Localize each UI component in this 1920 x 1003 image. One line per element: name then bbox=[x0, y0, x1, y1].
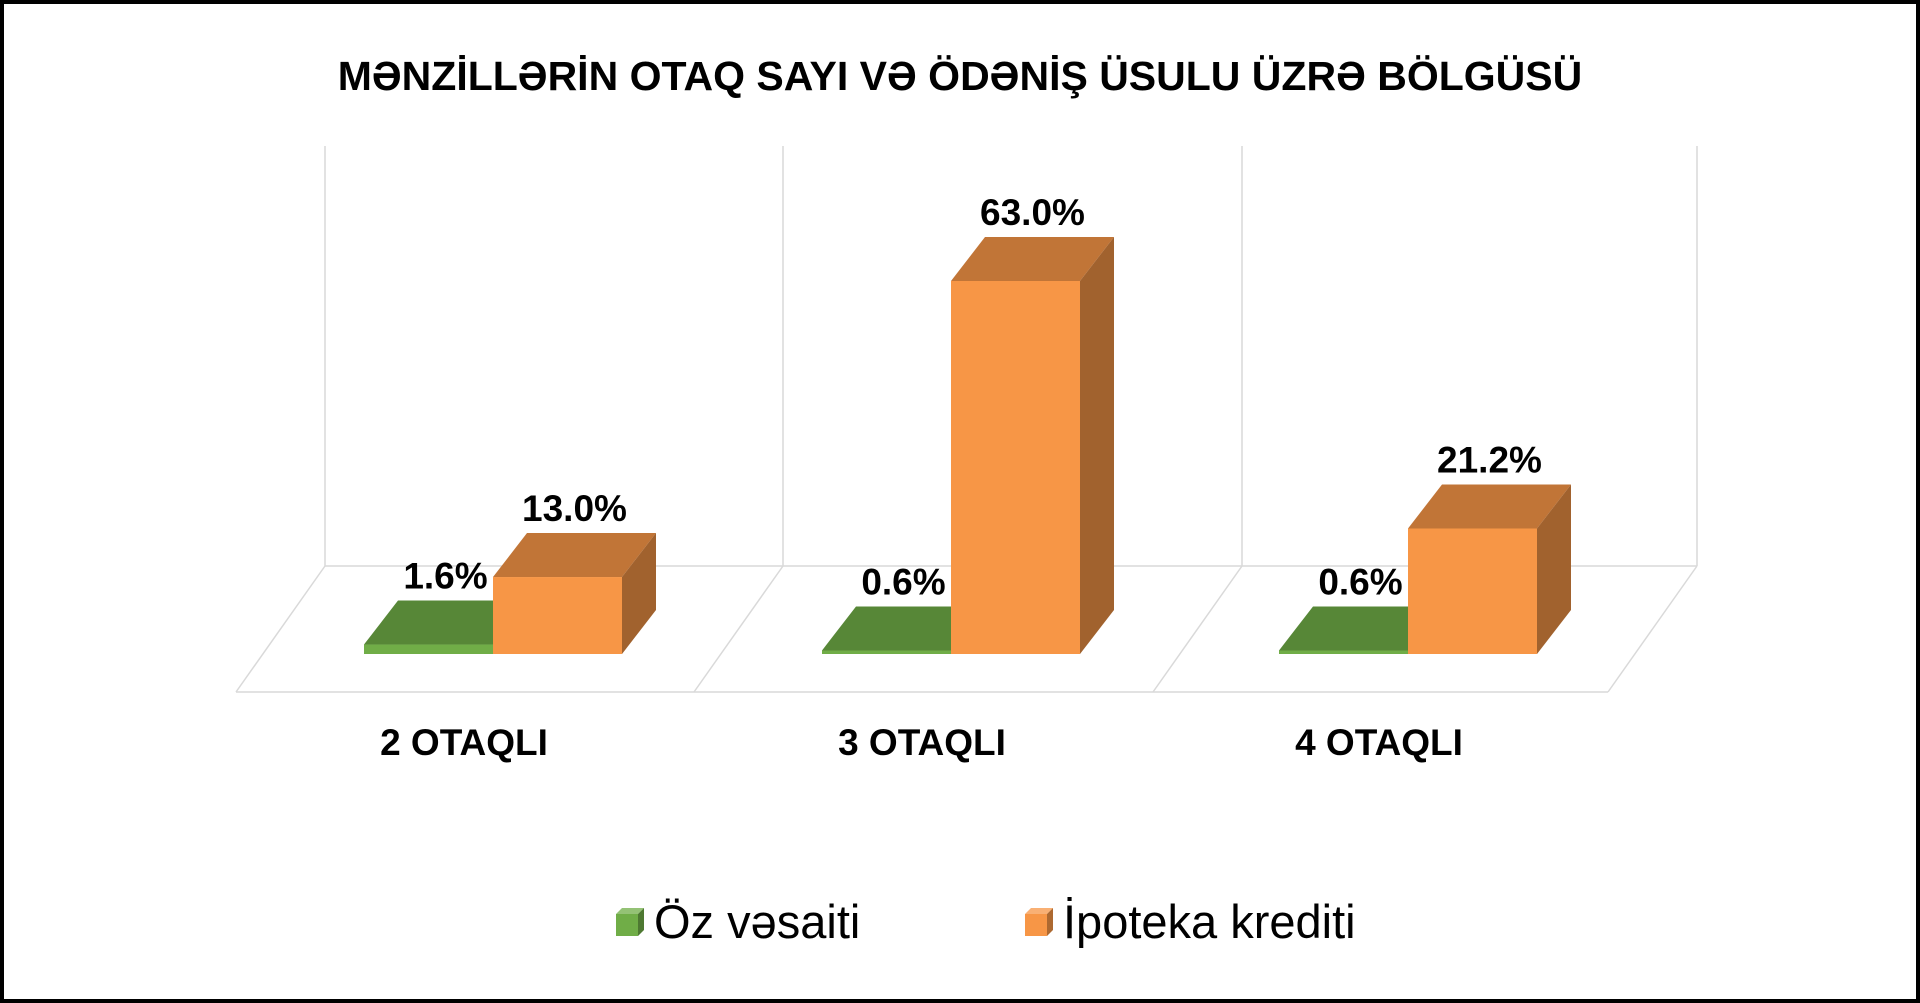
bar-front-face bbox=[1408, 528, 1537, 654]
bar-front-face bbox=[951, 281, 1080, 654]
swatch-side bbox=[1047, 908, 1053, 936]
bar: 63.0% bbox=[951, 192, 1114, 654]
legend-label: Öz vəsaiti bbox=[654, 895, 860, 948]
floor-side-edge bbox=[235, 565, 326, 693]
bar-top-face bbox=[822, 606, 985, 651]
data-label: 0.6% bbox=[1318, 561, 1402, 602]
category-label: 4 OTAQLI bbox=[1295, 722, 1463, 763]
category-label: 3 OTAQLI bbox=[838, 722, 1006, 763]
swatch-front bbox=[1025, 914, 1047, 936]
data-label: 1.6% bbox=[403, 556, 487, 597]
legend-swatch bbox=[1025, 908, 1053, 936]
bar-side-face bbox=[1537, 484, 1571, 654]
bar-side-face bbox=[1080, 237, 1114, 654]
bar-top-face bbox=[1408, 484, 1571, 529]
bar-front-face bbox=[1279, 650, 1408, 654]
floor-side-edge bbox=[693, 565, 784, 693]
bar: 0.6% bbox=[822, 561, 985, 654]
swatch-top bbox=[616, 908, 644, 914]
floor-side-edge bbox=[1607, 565, 1698, 693]
data-label: 0.6% bbox=[861, 561, 945, 602]
legend-label: İpoteka krediti bbox=[1063, 895, 1356, 948]
bar-front-face bbox=[493, 577, 622, 654]
swatch-side bbox=[638, 908, 644, 936]
data-label: 63.0% bbox=[980, 192, 1085, 233]
legend-item-ipoteka-krediti: İpoteka krediti bbox=[1025, 895, 1356, 948]
legend-swatch bbox=[616, 908, 644, 936]
legend: Öz vəsaiti İpoteka krediti bbox=[616, 895, 1356, 948]
bar-top-face bbox=[493, 533, 656, 578]
floor-side-edge bbox=[1152, 565, 1243, 693]
bar: 21.2% bbox=[1408, 439, 1571, 654]
bar-top-face bbox=[364, 600, 527, 645]
bar-front-face bbox=[822, 650, 951, 654]
data-label: 13.0% bbox=[522, 488, 627, 529]
swatch-front bbox=[616, 914, 638, 936]
category-labels: 2 OTAQLI 3 OTAQLI 4 OTAQLI bbox=[380, 722, 1463, 763]
category-label: 2 OTAQLI bbox=[380, 722, 548, 763]
bar-front-face bbox=[364, 644, 493, 654]
chart-title: MƏNZİLLƏRİN OTAQ SAYI VƏ ÖDƏNİŞ ÜSULU ÜZ… bbox=[338, 53, 1582, 99]
bar-top-face bbox=[1279, 606, 1442, 651]
bar-side-face bbox=[622, 533, 656, 654]
legend-item-oz-vesaiti: Öz vəsaiti bbox=[616, 895, 860, 948]
chart-bars: 1.6% 13.0% 0.6% 63.0% 0.6% 21.2% bbox=[364, 192, 1571, 654]
swatch-top bbox=[1025, 908, 1053, 914]
data-label: 21.2% bbox=[1437, 439, 1542, 480]
bar: 13.0% bbox=[493, 488, 656, 654]
bar-top-face bbox=[951, 237, 1114, 281]
